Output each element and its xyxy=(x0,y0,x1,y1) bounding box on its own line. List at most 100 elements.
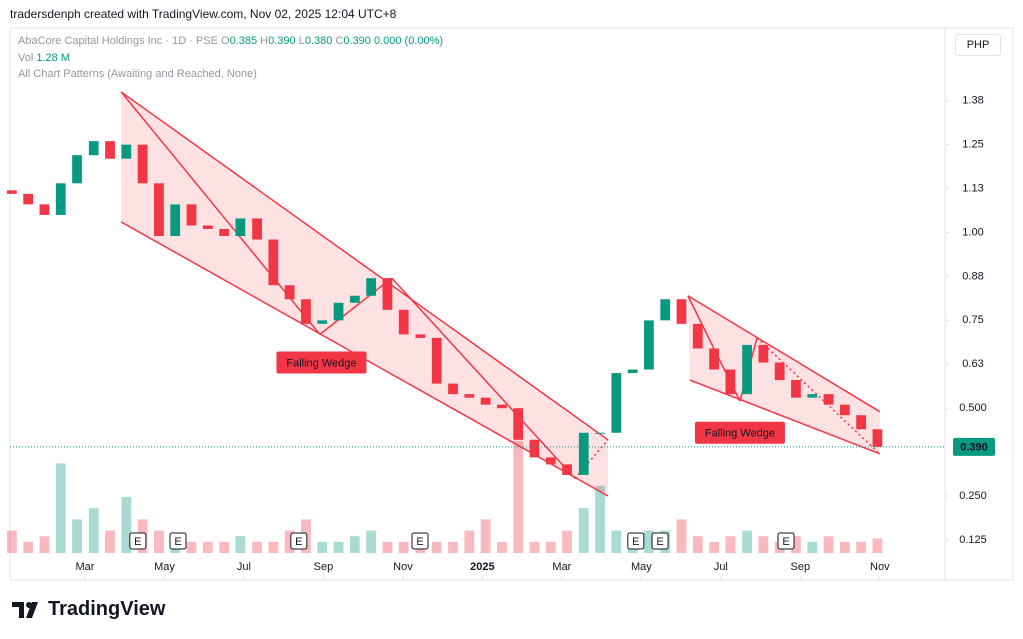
volume-bar xyxy=(252,541,262,553)
candle-body xyxy=(55,183,66,215)
volume-bar xyxy=(692,536,703,553)
volume-bar xyxy=(268,541,279,553)
volume-bar xyxy=(235,536,246,553)
wedge-lower xyxy=(689,379,881,455)
pattern-label-box xyxy=(276,351,367,374)
candle-body xyxy=(137,144,148,184)
candle-body xyxy=(725,369,736,395)
candle-body xyxy=(105,141,115,159)
candle-body xyxy=(774,362,785,381)
wedge-area xyxy=(121,91,608,497)
volume-bar xyxy=(284,530,295,553)
candle-body xyxy=(529,439,540,458)
candle-body xyxy=(252,218,262,240)
volume-bar xyxy=(154,530,164,553)
chart: 0.125 0.250 0.500 0.63 0.75 0.88 1.00 1.13 1.25 1… xyxy=(6,27,1014,581)
candle-body xyxy=(856,415,867,430)
candle-body xyxy=(333,302,344,321)
volume-bar xyxy=(611,530,622,553)
earnings-label: E xyxy=(416,536,423,548)
currency-button[interactable]: PHP xyxy=(955,34,1001,56)
candle-body xyxy=(121,144,132,159)
brand-name: TradingView xyxy=(48,598,166,620)
volume-bar xyxy=(72,519,82,553)
x-tick-label: Jul xyxy=(237,561,251,573)
pattern-label: Falling Wedge xyxy=(286,357,356,369)
y-tick-label: 0.125 xyxy=(959,534,987,546)
volume-bar xyxy=(545,541,556,553)
wedge-upper xyxy=(120,91,609,441)
o-value: 0.385 xyxy=(229,35,258,47)
candle-body xyxy=(545,457,556,465)
x-tick-label: Jul xyxy=(714,561,728,573)
candle-body xyxy=(644,320,654,370)
x-tick-label: May xyxy=(154,561,175,573)
earnings-label: E xyxy=(295,536,302,548)
volume-bar xyxy=(6,530,17,553)
volume-bar xyxy=(105,530,115,553)
earnings-marker xyxy=(651,532,669,550)
volume-bar xyxy=(382,541,393,553)
vol-label: Vol xyxy=(18,52,34,64)
candle-body xyxy=(23,193,34,205)
volume-bar xyxy=(431,541,442,553)
volume-bar xyxy=(39,536,50,553)
brand-icon xyxy=(12,601,38,618)
candle-body xyxy=(349,295,360,303)
legend-ohlc: AbaCore Capital Holdings Inc · 1D · PSE … xyxy=(18,35,443,47)
x-tick-label: Sep xyxy=(314,561,334,573)
candle-body xyxy=(186,204,197,226)
volume-bar xyxy=(121,497,132,553)
volume-bar xyxy=(464,530,475,553)
zigzag xyxy=(574,439,609,479)
wedge-upper xyxy=(687,295,881,413)
candle-body xyxy=(807,394,818,398)
x-tick-label: Mar xyxy=(552,561,571,573)
volume-bar xyxy=(839,541,850,553)
volume-bar xyxy=(823,536,834,553)
x-tick-label: Mar xyxy=(76,561,95,573)
candle-body xyxy=(660,299,671,321)
candle-body xyxy=(513,408,524,440)
candle-body xyxy=(448,383,458,395)
candle-body xyxy=(268,239,279,286)
volume-bar xyxy=(496,541,507,553)
candle-body xyxy=(758,344,769,363)
y-tick-label: 0.500 xyxy=(959,402,987,414)
candle-body xyxy=(170,204,181,237)
volume-bar xyxy=(856,541,867,553)
candle-body xyxy=(692,323,703,349)
candle-body xyxy=(72,155,82,184)
candle-body xyxy=(823,394,834,405)
candle-body xyxy=(284,285,295,300)
candle-body xyxy=(202,225,213,229)
volume-bar xyxy=(88,508,99,553)
candle-body xyxy=(562,464,572,475)
x-tick-label: May xyxy=(631,561,652,573)
falling-wedge xyxy=(120,91,609,497)
volume-bar xyxy=(644,530,654,553)
candle-body xyxy=(676,299,687,324)
volume-bar xyxy=(219,541,229,553)
volume-bar xyxy=(55,463,66,553)
candle-body xyxy=(366,278,377,296)
candle-body xyxy=(317,320,328,324)
c-value: 0.390 xyxy=(343,35,371,47)
volume-bar xyxy=(578,508,589,553)
h-label: H xyxy=(260,35,269,47)
earnings-marker xyxy=(411,532,429,550)
volume-bar xyxy=(529,541,540,553)
volume-bar xyxy=(562,530,572,553)
vol-value: 1.28 M xyxy=(36,52,70,64)
volume-bar xyxy=(595,485,605,553)
candle-body xyxy=(398,309,409,335)
candle-body xyxy=(88,141,99,156)
h-value: 0.390 xyxy=(268,35,296,47)
y-tick-label: 1.00 xyxy=(962,226,983,238)
candle-body xyxy=(6,190,17,194)
pattern-label: Falling Wedge xyxy=(705,428,775,440)
volume-bar xyxy=(513,441,524,553)
x-tick-label: Nov xyxy=(870,561,890,573)
volume-bar xyxy=(317,541,328,553)
